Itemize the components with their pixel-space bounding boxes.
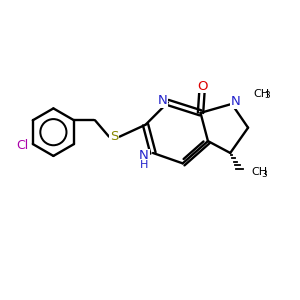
Text: CH: CH bbox=[251, 167, 267, 177]
Text: S: S bbox=[110, 130, 118, 143]
Text: O: O bbox=[197, 80, 207, 93]
Text: Cl: Cl bbox=[16, 139, 28, 152]
Text: 3: 3 bbox=[262, 170, 268, 179]
Text: N: N bbox=[139, 149, 149, 162]
Text: N: N bbox=[158, 94, 167, 107]
Text: H: H bbox=[140, 160, 148, 170]
Text: 3: 3 bbox=[264, 91, 270, 100]
Text: CH: CH bbox=[253, 88, 269, 98]
Text: N: N bbox=[230, 95, 240, 108]
